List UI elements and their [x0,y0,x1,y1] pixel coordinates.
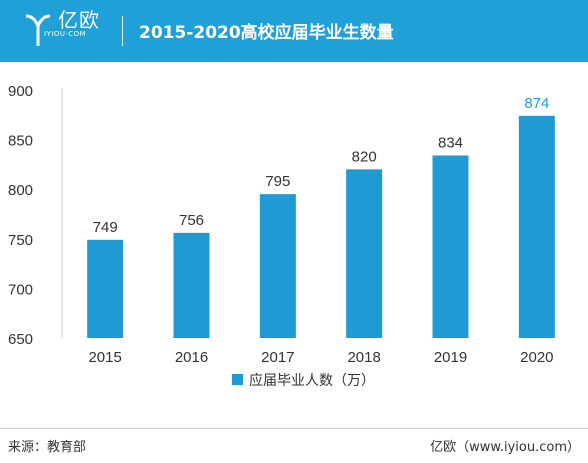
y-tick-label: 650 [8,331,33,348]
legend-swatch [232,374,243,385]
y-tick-label: 850 [8,133,33,150]
bars: 749 756 795 820 834 874 [87,95,555,339]
bar [259,194,296,338]
bar-value-label: 749 [93,219,118,236]
bar-value-label: 834 [438,134,463,151]
y-axis: 650 700 750 800 850 900 [8,83,63,348]
x-tick-label: 2020 [520,349,553,366]
y-tick-label: 900 [8,83,33,100]
bar [346,169,383,338]
legend-label: 应届毕业人数（万） [249,372,375,389]
bar-value-label: 874 [524,95,549,112]
header-divider [122,16,123,46]
logo-name: 亿欧 [58,8,100,32]
x-tick-label: 2017 [261,349,294,366]
x-axis: 2015 2016 2017 2018 2019 2020 [88,349,553,366]
y-tick-label: 750 [8,232,33,249]
bar [518,115,555,339]
bar [432,155,469,338]
x-tick-label: 2015 [88,349,121,366]
legend: 应届毕业人数（万） [232,372,375,389]
x-tick-label: 2019 [434,349,467,366]
chart-title: 2015-2020高校应届毕业生数量 [139,23,394,43]
bar-value-label: 756 [179,212,204,229]
source-note: 来源：教育部 [8,440,87,455]
y-tick-label: 800 [8,182,33,199]
y-tick-label: 700 [8,281,33,298]
bar-value-label: 795 [265,173,290,190]
logo-subtitle: IYIOU·COM [44,30,87,38]
credit-note: 亿欧（www.iyiou.com） [430,440,580,455]
bar [173,232,210,338]
header-banner: 亿欧 IYIOU·COM 2015-2020高校应届毕业生数量 [0,0,588,62]
x-tick-label: 2018 [347,349,380,366]
iyiou-logo-icon [25,14,51,46]
bar [87,239,124,338]
footer-divider [0,428,588,429]
bar-value-label: 820 [352,148,377,165]
bar-chart: 650 700 750 800 850 900 749 756 795 820 834 874 20… [8,83,555,389]
x-tick-label: 2016 [175,349,208,366]
